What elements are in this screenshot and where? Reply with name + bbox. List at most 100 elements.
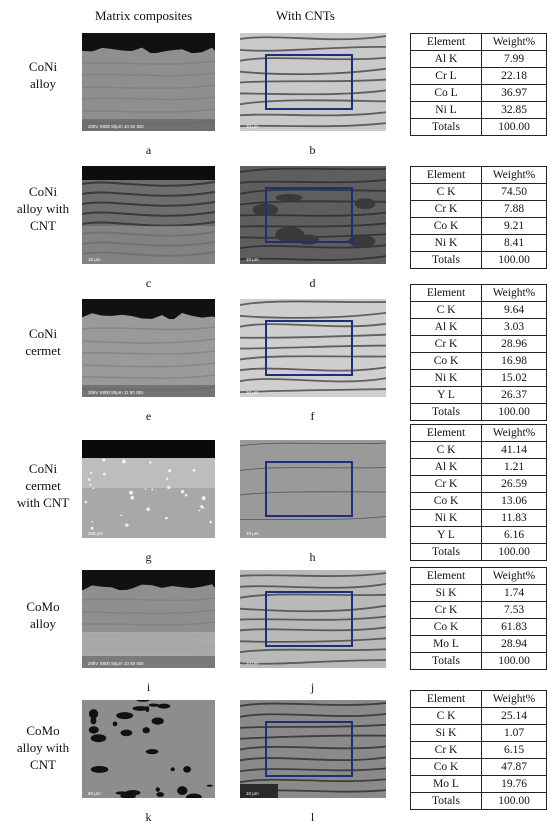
element-cell: Co K bbox=[410, 352, 482, 370]
table-row: Totals 100.00 bbox=[410, 792, 547, 810]
table-row: Co K 61.83 bbox=[410, 618, 547, 636]
header-element: Element bbox=[410, 424, 482, 442]
element-cell: Mo L bbox=[410, 635, 482, 653]
weight-cell: 26.59 bbox=[481, 475, 547, 493]
caption-matrix: c bbox=[145, 276, 152, 290]
element-cell: Ni K bbox=[410, 369, 482, 387]
weight-cell: 100.00 bbox=[481, 118, 547, 136]
row-label-line: CoNi bbox=[28, 461, 58, 476]
weight-cell: 61.83 bbox=[481, 618, 547, 636]
element-cell: Cr K bbox=[410, 741, 482, 759]
caption-matrix: a bbox=[145, 143, 152, 157]
weight-cell: 22.18 bbox=[481, 67, 547, 85]
row-label: CoNi alloy with CNT bbox=[8, 183, 78, 234]
header-weight: Weight% bbox=[481, 284, 547, 302]
table-row: Al K 7.99 bbox=[410, 50, 547, 68]
sem-image-cnt: 10 μm bbox=[240, 440, 386, 538]
element-cell: C K bbox=[410, 707, 482, 725]
weight-cell: 7.53 bbox=[481, 601, 547, 619]
weight-cell: 13.06 bbox=[481, 492, 547, 510]
eds-region-box bbox=[265, 721, 353, 777]
element-cell: Al K bbox=[410, 318, 482, 336]
table-row: Co K 9.21 bbox=[410, 217, 547, 235]
weight-cell: 15.02 bbox=[481, 369, 547, 387]
row-label-line: alloy bbox=[30, 76, 56, 91]
table-row: Cr K 28.96 bbox=[410, 335, 547, 353]
table-row: Totals 100.00 bbox=[410, 543, 547, 561]
caption-cnt: j bbox=[310, 680, 315, 694]
sem-image-cnt: 10 μm bbox=[240, 299, 386, 397]
caption-cnt: d bbox=[309, 276, 316, 290]
weight-cell: 1.21 bbox=[481, 458, 547, 476]
table-row: C K 74.50 bbox=[410, 183, 547, 201]
row-label-line: cermet bbox=[25, 478, 61, 493]
scale-bar-label: 200 μm bbox=[88, 531, 103, 536]
weight-cell: 32.85 bbox=[481, 101, 547, 119]
element-cell: Co L bbox=[410, 84, 482, 102]
element-cell: Totals bbox=[410, 403, 482, 421]
element-cell: Si K bbox=[410, 724, 482, 742]
element-cell: C K bbox=[410, 301, 482, 319]
weight-cell: 9.64 bbox=[481, 301, 547, 319]
caption-cnt: b bbox=[309, 143, 316, 157]
header-weight: Weight% bbox=[481, 424, 547, 442]
scale-bar-label: 10 μm bbox=[246, 791, 259, 796]
sem-image-cnt: 10 μm bbox=[240, 33, 386, 131]
weight-cell: 41.14 bbox=[481, 441, 547, 459]
row-label-line: alloy bbox=[30, 616, 56, 631]
table-header-row: Element Weight% bbox=[410, 424, 547, 442]
header-weight: Weight% bbox=[481, 690, 547, 708]
table-row: Totals 100.00 bbox=[410, 652, 547, 670]
table-row: Cr K 7.88 bbox=[410, 200, 547, 218]
row-label-line: alloy with bbox=[16, 740, 70, 755]
table-row: Totals 100.00 bbox=[410, 403, 547, 421]
sem-image-cnt: 10 μm bbox=[240, 700, 386, 798]
weight-cell: 74.50 bbox=[481, 183, 547, 201]
weight-cell: 6.16 bbox=[481, 526, 547, 544]
element-cell: Co K bbox=[410, 217, 482, 235]
table-row: C K 25.14 bbox=[410, 707, 547, 725]
element-cell: Al K bbox=[410, 458, 482, 476]
weight-cell: 100.00 bbox=[481, 543, 547, 561]
weight-cell: 26.37 bbox=[481, 386, 547, 404]
table-row: Y L 6.16 bbox=[410, 526, 547, 544]
element-cell: C K bbox=[410, 441, 482, 459]
eds-composition-table: Element Weight% C K 41.14 Al K 1.21 Cr K 26.59 C… bbox=[410, 424, 547, 561]
scale-bar-label: 10 μm bbox=[246, 531, 259, 536]
table-row: Cr K 6.15 bbox=[410, 741, 547, 759]
scale-bar-label: 20kV X800 50μm 11 50 SEI bbox=[88, 390, 143, 395]
element-cell: Cr K bbox=[410, 601, 482, 619]
element-cell: Y L bbox=[410, 386, 482, 404]
table-row: Mo L 19.76 bbox=[410, 775, 547, 793]
scale-bar-label: 10 μm bbox=[246, 257, 259, 262]
row-label-line: with CNT bbox=[16, 495, 70, 510]
table-row: Si K 1.74 bbox=[410, 584, 547, 602]
element-cell: Cr K bbox=[410, 475, 482, 493]
header-weight: Weight% bbox=[481, 33, 547, 51]
caption-cnt: h bbox=[309, 550, 316, 564]
table-row: Ni L 32.85 bbox=[410, 101, 547, 119]
weight-cell: 6.15 bbox=[481, 741, 547, 759]
element-cell: Totals bbox=[410, 118, 482, 136]
eds-region-box bbox=[265, 320, 353, 376]
row-label: CoMo alloy bbox=[8, 598, 78, 632]
table-row: Co K 16.98 bbox=[410, 352, 547, 370]
weight-cell: 100.00 bbox=[481, 652, 547, 670]
header-with-cnts: With CNTs bbox=[276, 8, 335, 23]
header-weight: Weight% bbox=[481, 567, 547, 585]
header-matrix-composites: Matrix composites bbox=[95, 8, 193, 23]
header-element: Element bbox=[410, 690, 482, 708]
table-row: C K 41.14 bbox=[410, 441, 547, 459]
row-label-line: CNT bbox=[30, 218, 56, 233]
weight-cell: 1.74 bbox=[481, 584, 547, 602]
table-row: C K 9.64 bbox=[410, 301, 547, 319]
table-row: Mo L 28.94 bbox=[410, 635, 547, 653]
scale-bar-label: 10 μm bbox=[246, 390, 259, 395]
element-cell: Y L bbox=[410, 526, 482, 544]
header-element: Element bbox=[410, 284, 482, 302]
table-header-row: Element Weight% bbox=[410, 284, 547, 302]
weight-cell: 3.03 bbox=[481, 318, 547, 336]
table-header-row: Element Weight% bbox=[410, 166, 547, 184]
element-cell: Co K bbox=[410, 492, 482, 510]
row-label: CoMo alloy with CNT bbox=[8, 722, 78, 773]
